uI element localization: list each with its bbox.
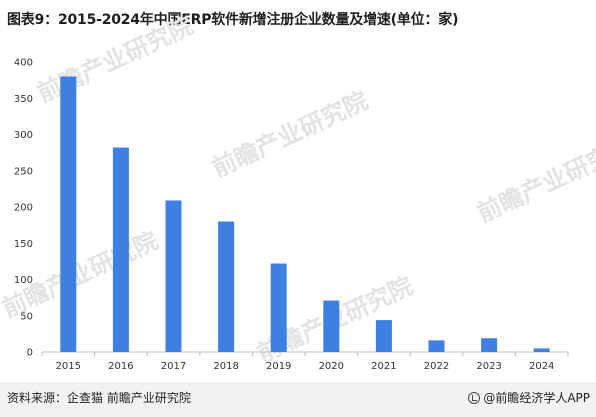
brand-text: @前瞻经济学人APP — [483, 391, 590, 405]
bar-2016 — [112, 147, 129, 352]
bar-chart: 0 50 100 150 200 250 300 350 400 2015 2016 2017 2018… — [14, 58, 569, 372]
x-tick-label: 2015 — [56, 361, 81, 372]
source-note: 资料来源：企查猫 前瞻产业研究院 — [7, 391, 191, 405]
bar-2020 — [323, 300, 340, 352]
x-tick-label: 2019 — [266, 361, 291, 372]
y-tick-label: 150 — [14, 239, 33, 250]
y-tick-label: 350 — [14, 94, 33, 105]
x-tick-label: 2017 — [161, 361, 186, 372]
x-tick-label: 2016 — [108, 361, 133, 372]
y-tick-label: 400 — [14, 58, 33, 69]
x-tick-label: 2022 — [424, 361, 449, 372]
bar-2023 — [481, 338, 498, 352]
brand-credit: @前瞻经济学人APP — [468, 389, 590, 406]
footer-bar — [0, 382, 596, 417]
bar-2019 — [270, 263, 287, 352]
y-tick-label: 200 — [14, 203, 33, 214]
bar-2018 — [218, 221, 235, 352]
x-tick-label: 2024 — [529, 361, 554, 372]
y-tick-label: 50 — [20, 311, 33, 322]
bar-2022 — [428, 340, 445, 352]
x-tick-label: 2018 — [213, 361, 238, 372]
bar-2015 — [60, 76, 77, 352]
chart-title: 图表9：2015-2024年中国ERP软件新增注册企业数量及增速(单位：家) — [7, 12, 459, 28]
y-tick-label: 0 — [27, 348, 33, 359]
y-tick-label: 100 — [14, 275, 33, 286]
bar-2024 — [533, 348, 550, 352]
bar-2021 — [375, 320, 392, 352]
bar-2017 — [165, 200, 182, 352]
x-tick-label: 2023 — [476, 361, 501, 372]
y-tick-label: 300 — [14, 130, 33, 141]
brand-logo-icon — [468, 391, 481, 404]
y-tick-label: 250 — [14, 166, 33, 177]
x-tick-label: 2021 — [371, 361, 396, 372]
x-tick-label: 2020 — [319, 361, 344, 372]
